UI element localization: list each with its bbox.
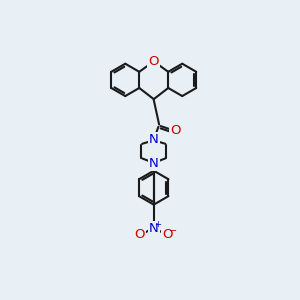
Text: O: O	[135, 228, 145, 241]
Text: +: +	[154, 220, 161, 229]
Text: −: −	[169, 226, 177, 236]
Text: O: O	[170, 124, 181, 137]
Text: N: N	[149, 222, 159, 235]
Text: O: O	[162, 228, 173, 241]
Text: N: N	[149, 157, 159, 169]
Text: O: O	[148, 55, 159, 68]
Text: N: N	[149, 134, 159, 146]
